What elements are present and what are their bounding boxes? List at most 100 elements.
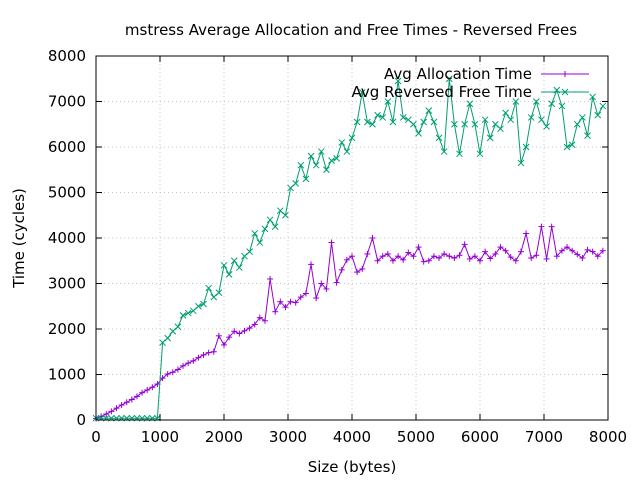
data-point bbox=[435, 134, 443, 142]
data-point bbox=[261, 225, 269, 233]
data-point bbox=[599, 102, 607, 110]
y-tick-label: 3000 bbox=[48, 275, 86, 293]
data-point bbox=[389, 118, 397, 126]
data-point bbox=[317, 148, 325, 155]
data-point bbox=[594, 111, 602, 119]
data-point bbox=[302, 175, 310, 183]
data-point bbox=[420, 118, 428, 126]
y-tick-label: 5000 bbox=[48, 184, 86, 202]
data-point bbox=[292, 180, 300, 187]
data-point bbox=[225, 271, 233, 278]
x-tick-label: 0 bbox=[91, 428, 101, 446]
data-point bbox=[328, 157, 335, 165]
data-point bbox=[451, 120, 458, 128]
data-point bbox=[256, 239, 264, 246]
data-point bbox=[425, 107, 433, 114]
data-point bbox=[358, 89, 366, 96]
data-point bbox=[174, 323, 182, 331]
data-point bbox=[333, 155, 340, 162]
data-point bbox=[481, 116, 489, 124]
y-axis-tick-labels: 0 1000 2000 3000 4000 5000 6000 7000 8000 bbox=[48, 47, 86, 429]
data-point bbox=[527, 114, 535, 121]
x-axis-label: Size (bytes) bbox=[308, 458, 397, 476]
data-point bbox=[584, 132, 591, 139]
data-point bbox=[348, 134, 356, 142]
data-point bbox=[251, 230, 259, 237]
data-point bbox=[184, 309, 192, 317]
y-tick-label: 4000 bbox=[48, 229, 86, 247]
legend-label-reversed-free: Avg Reversed Free Time bbox=[352, 83, 532, 101]
x-tick-label: 7000 bbox=[525, 428, 563, 446]
data-point bbox=[353, 118, 361, 126]
data-point bbox=[323, 166, 330, 174]
data-point bbox=[558, 102, 566, 110]
data-point bbox=[589, 93, 596, 101]
data-point bbox=[445, 75, 453, 83]
data-point bbox=[471, 120, 479, 128]
data-point bbox=[220, 261, 228, 269]
data-point bbox=[548, 100, 556, 108]
y-tick-label: 7000 bbox=[48, 93, 86, 111]
data-point bbox=[384, 98, 392, 105]
data-point bbox=[374, 111, 381, 119]
legend-swatch-marker bbox=[561, 88, 569, 96]
y-tick-label: 2000 bbox=[48, 320, 86, 338]
data-point bbox=[476, 150, 484, 158]
data-point bbox=[164, 334, 172, 342]
data-point bbox=[502, 109, 509, 117]
data-point bbox=[415, 129, 422, 137]
data-point bbox=[236, 264, 243, 271]
data-point bbox=[461, 120, 468, 128]
data-point bbox=[230, 257, 238, 265]
series-0 bbox=[93, 223, 606, 422]
x-tick-label: 6000 bbox=[461, 428, 499, 446]
data-point bbox=[497, 125, 504, 133]
data-point bbox=[195, 302, 202, 310]
data-point bbox=[307, 152, 315, 160]
y-tick-label: 6000 bbox=[48, 138, 86, 156]
x-axis-tick-labels: 0 1000 2000 3000 4000 5000 6000 7000 8000 bbox=[91, 428, 627, 446]
data-point bbox=[271, 223, 279, 230]
data-point bbox=[312, 161, 320, 169]
series-line bbox=[95, 226, 604, 420]
data-point bbox=[179, 311, 187, 319]
data-point bbox=[517, 159, 525, 167]
legend-swatch-reversed-free bbox=[541, 88, 589, 96]
x-tick-label: 3000 bbox=[269, 428, 307, 446]
data-point bbox=[492, 120, 499, 128]
data-point bbox=[573, 120, 581, 128]
data-point bbox=[338, 139, 346, 146]
x-tick-label: 1000 bbox=[141, 428, 179, 446]
data-point bbox=[394, 77, 402, 85]
y-tick-label: 1000 bbox=[48, 366, 86, 384]
data-point bbox=[538, 116, 545, 124]
data-point bbox=[404, 116, 412, 124]
y-axis-label: Time (cycles) bbox=[10, 188, 28, 289]
data-point bbox=[543, 123, 550, 130]
data-point bbox=[563, 143, 571, 151]
data-point bbox=[579, 114, 586, 121]
data-point bbox=[205, 284, 212, 292]
x-tick-label: 4000 bbox=[333, 428, 371, 446]
data-point bbox=[532, 98, 540, 105]
legend-swatch-allocation bbox=[541, 71, 589, 77]
data-point bbox=[568, 141, 576, 149]
data-point bbox=[507, 116, 515, 124]
data-point bbox=[297, 161, 305, 169]
data-point bbox=[399, 114, 407, 121]
data-point bbox=[430, 118, 438, 126]
data-point bbox=[522, 143, 530, 151]
grid-lines bbox=[96, 56, 608, 420]
data-point bbox=[282, 211, 289, 219]
data-point bbox=[364, 118, 371, 126]
axis-ticks bbox=[95, 55, 609, 421]
data-point bbox=[410, 120, 417, 128]
data-point bbox=[379, 114, 387, 121]
chart-title: mstress Average Allocation and Free Time… bbox=[125, 21, 577, 39]
data-point bbox=[512, 98, 520, 105]
data-point bbox=[200, 300, 207, 308]
data-point bbox=[343, 148, 351, 155]
data-point bbox=[456, 150, 463, 158]
data-point bbox=[246, 248, 253, 256]
